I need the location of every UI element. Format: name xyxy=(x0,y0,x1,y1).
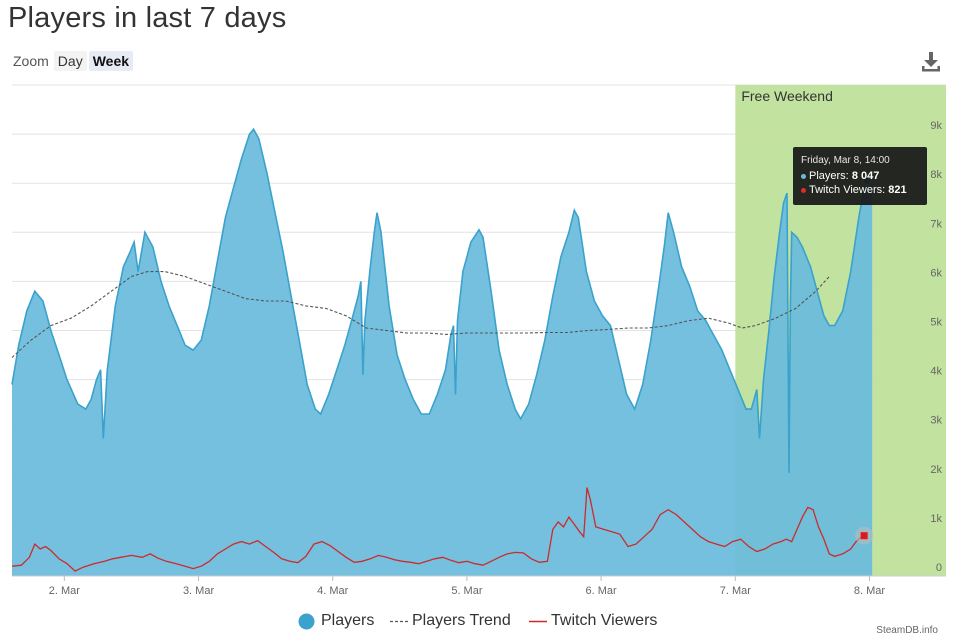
y-tick-label: 3k xyxy=(930,415,942,427)
legend-item-players[interactable]: Players xyxy=(298,612,374,630)
tooltip-players-row: Players: 8 047 xyxy=(801,169,919,183)
zoom-label: Zoom xyxy=(13,53,49,69)
legend-label-players: Players xyxy=(321,612,375,629)
y-tick-label: 1k xyxy=(930,513,942,525)
y-tick-label: 8k xyxy=(930,169,942,181)
tooltip-twitch-value: 821 xyxy=(888,184,907,196)
players-legend-icon xyxy=(298,613,315,629)
tooltip-twitch-label: Twitch Viewers: xyxy=(809,184,886,196)
twitch-legend-icon xyxy=(529,620,547,622)
x-tick-label: 4. Mar xyxy=(317,585,349,597)
players-area xyxy=(12,129,873,576)
trend-legend-icon xyxy=(390,620,408,622)
page-title: Players in last 7 days xyxy=(8,2,287,34)
y-tick-label: 7k xyxy=(930,218,942,230)
zoom-selector: Zoom Day Week xyxy=(13,51,135,71)
twitch-viewers-line xyxy=(11,487,865,572)
twitch-hover-marker xyxy=(860,532,868,540)
y-tick-label: 0 xyxy=(936,562,942,574)
players-trend-line xyxy=(11,271,830,358)
y-tick-label: 5k xyxy=(930,317,942,329)
download-icon xyxy=(922,52,940,72)
download-button[interactable] xyxy=(918,50,944,74)
x-tick-label: 3. Mar xyxy=(183,585,215,597)
chart-legend: Players Players Trend Twitch Viewers xyxy=(0,612,961,638)
y-tick-label: 9k xyxy=(930,120,942,132)
y-tick-label: 2k xyxy=(930,464,942,476)
legend-label-twitch: Twitch Viewers xyxy=(551,612,658,629)
x-tick-label: 6. Mar xyxy=(586,585,618,597)
chart-tooltip: Friday, Mar 8, 14:00 Players: 8 047 Twit… xyxy=(793,147,927,205)
zoom-day-button[interactable]: Day xyxy=(53,51,87,71)
twitch-dot-icon xyxy=(801,187,806,193)
x-tick-label: 5. Mar xyxy=(451,585,483,597)
y-tick-label: 6k xyxy=(930,267,942,279)
players-line xyxy=(11,127,873,473)
tooltip-twitch-row: Twitch Viewers: 821 xyxy=(801,183,919,197)
free-weekend-label: Free Weekend xyxy=(741,88,833,104)
players-dot-icon xyxy=(801,173,806,179)
x-tick-label: 7. Mar xyxy=(720,585,752,597)
legend-label-trend: Players Trend xyxy=(412,612,511,629)
legend-item-trend[interactable]: Players Trend xyxy=(389,612,511,630)
tooltip-date: Friday, Mar 8, 14:00 xyxy=(801,155,890,166)
x-tick-label: 8. Mar xyxy=(854,585,886,597)
tooltip-players-value: 8 047 xyxy=(851,170,880,182)
tooltip-players-label: Players: xyxy=(809,170,849,182)
y-tick-label: 4k xyxy=(930,366,942,378)
steamdb-credit[interactable]: SteamDB.info xyxy=(876,625,938,636)
legend-item-twitch[interactable]: Twitch Viewers xyxy=(528,612,657,630)
zoom-week-button[interactable]: Week xyxy=(88,51,134,71)
x-tick-label: 2. Mar xyxy=(49,585,81,597)
